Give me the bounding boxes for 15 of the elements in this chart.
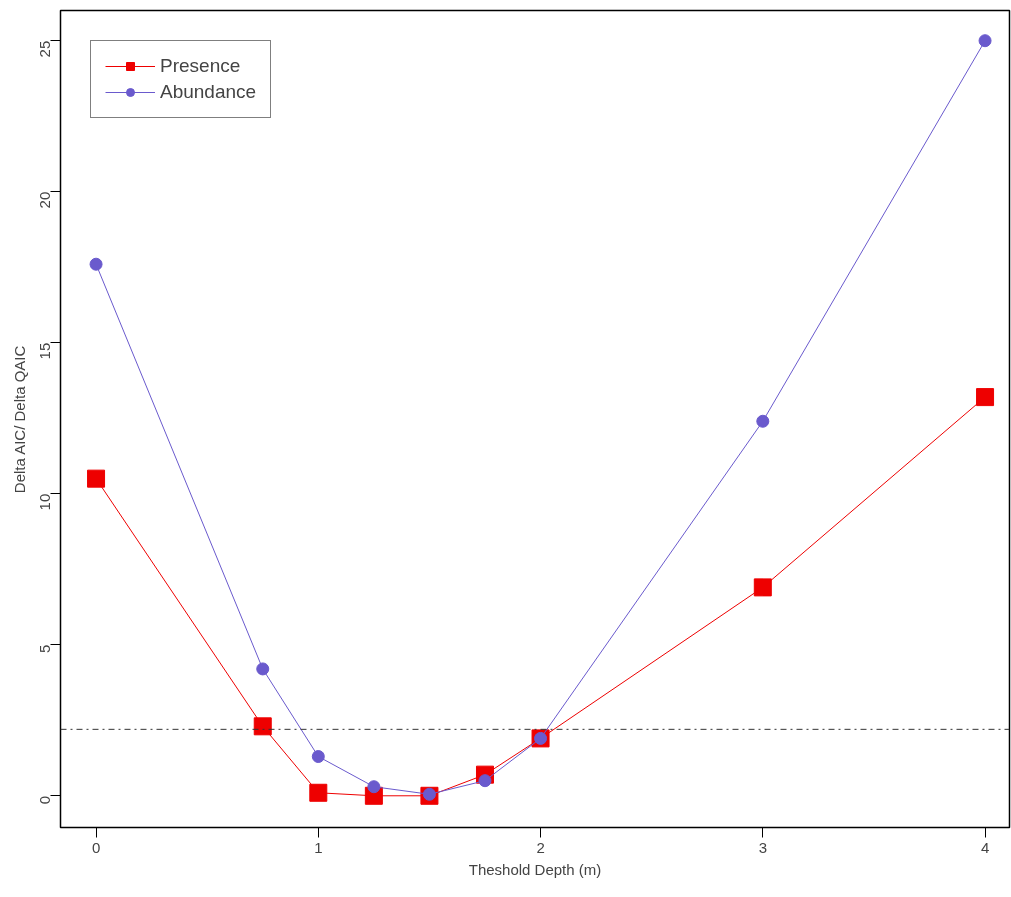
- x-tick-label: 1: [314, 838, 323, 856]
- x-tick-label: 4: [980, 838, 990, 856]
- y-axis-title: Delta AIC/ Delta QAIC: [10, 345, 28, 494]
- legend-label: Abundance: [160, 81, 257, 103]
- y-tick-label: 25: [36, 40, 54, 58]
- y-tick-label: 10: [36, 493, 54, 511]
- x-tick-label: 3: [758, 838, 767, 856]
- x-tick-label: 2: [536, 838, 545, 856]
- legend-label: Presence: [160, 55, 241, 77]
- x-tick-label: 0: [91, 838, 101, 856]
- y-tick-label: 5: [36, 644, 54, 654]
- y-tick-label: 0: [36, 795, 54, 805]
- x-axis-title: Theshold Depth (m): [468, 860, 602, 878]
- y-tick-label: 15: [36, 342, 54, 360]
- y-tick-label: 20: [36, 191, 54, 209]
